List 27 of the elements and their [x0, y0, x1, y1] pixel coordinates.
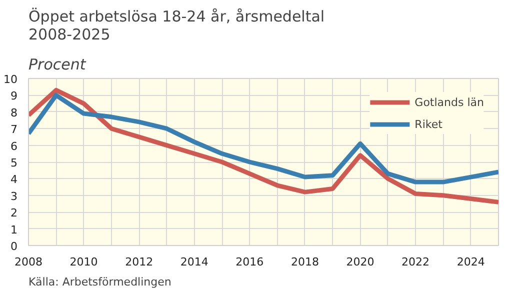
text: Källa: Arbetsförmedlingen	[28, 276, 172, 288]
y-tick-label: 7	[10, 123, 18, 136]
line-series	[28, 88, 498, 204]
y-tick-label: 10	[4, 73, 18, 86]
x-tick-label: 2014	[180, 256, 208, 268]
x-tick-label: 2012	[125, 256, 154, 268]
x-tick-label: 2010	[70, 256, 98, 268]
y-tick-label: 8	[10, 106, 18, 120]
x-tick-label: 2008	[14, 256, 43, 268]
x-tick-label: 2024	[456, 256, 485, 268]
x-tick-label: 2020	[346, 256, 374, 268]
line-series	[28, 92, 498, 184]
chart-subtitle: Procent	[28, 56, 87, 74]
y-tick-label: 6	[10, 140, 18, 153]
legend-label: Gotlands län	[414, 96, 484, 108]
y-tick-label: 1	[10, 223, 18, 236]
y-tick-label: 9	[10, 90, 18, 103]
y-tick-label: 4	[10, 173, 18, 186]
x-tick-label: 2018	[290, 256, 319, 268]
y-tick-label: 0	[10, 240, 18, 253]
x-tick-label: 2022	[402, 256, 430, 268]
y-tick-label: 5	[10, 156, 18, 170]
x-tick-label: 2016	[236, 256, 264, 268]
legend-label: Riket	[414, 118, 442, 130]
y-tick-label: 3	[10, 190, 18, 203]
chart-title: Öppet arbetslösa 18-24 år, årsmedeltal 2008-2025	[28, 8, 325, 44]
y-tick-label: 2	[10, 206, 18, 220]
